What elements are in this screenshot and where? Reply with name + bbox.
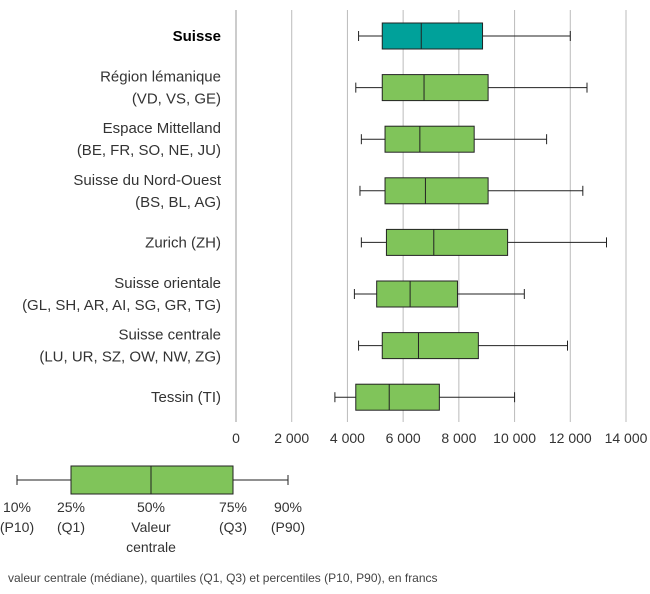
iqr-box — [381, 74, 489, 102]
iqr-box — [385, 228, 509, 256]
legend-label: 75% — [219, 499, 247, 515]
box-group — [334, 383, 516, 411]
category-label: Zurich (ZH) — [145, 234, 221, 251]
box-group — [360, 125, 548, 153]
category-labels: Suisse Région lémanique (VD, VS, GE) Espace… — [22, 28, 222, 406]
x-tick-label: 12 000 — [549, 430, 592, 446]
category-label: Région lémanique — [100, 69, 221, 86]
category-label: Tessin (TI) — [151, 389, 221, 406]
category-label: (VD, VS, GE) — [132, 91, 221, 108]
category-label: (BS, BL, AG) — [135, 194, 221, 211]
x-tick-label: 2 000 — [274, 430, 309, 446]
legend-box — [70, 465, 234, 495]
x-tick-label: 14 000 — [605, 430, 648, 446]
legend-label: Valeur — [131, 519, 171, 535]
x-axis-ticks: 0 2 000 4 000 6 000 8 000 10 000 12 000 14 000 — [232, 430, 648, 446]
iqr-box — [384, 125, 475, 153]
legend-label: centrale — [126, 539, 176, 555]
legend-label: 25% — [57, 499, 85, 515]
box-group — [355, 74, 588, 102]
legend-label: (Q1) — [57, 519, 85, 535]
footnote: valeur centrale (médiane), quartiles (Q1… — [8, 571, 438, 585]
legend: 10% (P10) 25% (Q1) 50% Valeur centrale 75% (Q3) 9… — [0, 465, 305, 555]
category-label: (GL, SH, AR, AI, SG, GR, TG) — [22, 297, 221, 314]
legend-label: 90% — [274, 499, 302, 515]
category-label: (BE, FR, SO, NE, JU) — [77, 142, 221, 159]
box-group — [353, 280, 525, 308]
iqr-box — [355, 383, 440, 411]
x-tick-label: 8 000 — [441, 430, 476, 446]
box-group — [358, 22, 571, 50]
category-label: Espace Mittelland — [103, 120, 221, 137]
legend-label: (P10) — [0, 519, 34, 535]
legend-label: (Q3) — [219, 519, 247, 535]
x-tick-label: 4 000 — [330, 430, 365, 446]
category-label: Suisse centrale — [118, 327, 221, 344]
category-label: Suisse orientale — [114, 275, 221, 292]
box-layer — [334, 22, 607, 411]
iqr-box — [381, 22, 484, 50]
legend-label: 10% — [3, 499, 31, 515]
grid-layer — [235, 10, 627, 422]
category-label: Suisse du Nord-Ouest — [73, 172, 221, 189]
iqr-box — [384, 177, 489, 205]
x-tick-label: 6 000 — [386, 430, 421, 446]
x-tick-label: 10 000 — [493, 430, 536, 446]
x-tick-label: 0 — [232, 430, 240, 446]
legend-label: (P90) — [271, 519, 305, 535]
box-group — [360, 228, 607, 256]
box-group — [358, 332, 568, 360]
iqr-box — [376, 280, 458, 308]
iqr-box — [381, 332, 479, 360]
category-label: (LU, UR, SZ, OW, NW, ZG) — [39, 349, 221, 366]
category-label: Suisse — [173, 28, 221, 45]
box-group — [359, 177, 584, 205]
legend-label: 50% — [137, 499, 165, 515]
